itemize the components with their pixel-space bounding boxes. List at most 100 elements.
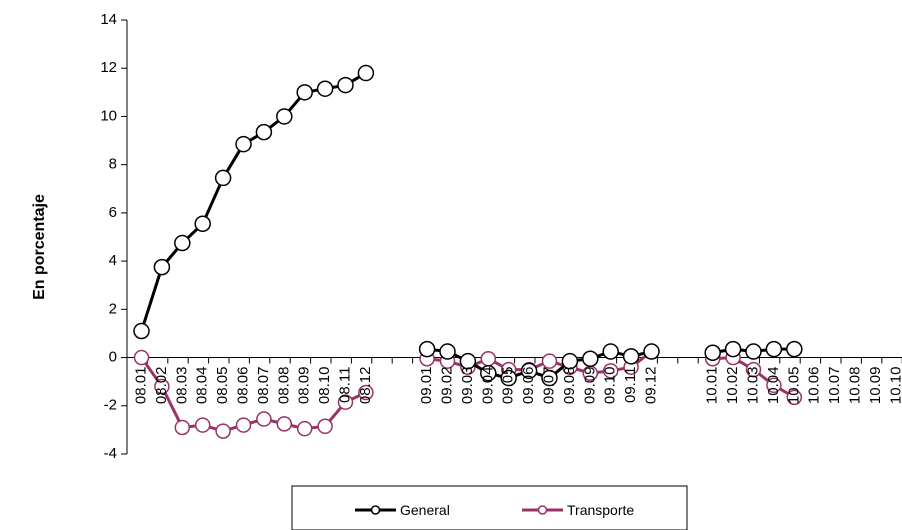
data-point-transporte — [235, 417, 252, 433]
series-line-general — [140, 71, 367, 332]
data-point-general — [235, 135, 252, 153]
data-point-transporte — [215, 423, 231, 439]
x-tick-label: 08.01 — [132, 367, 149, 405]
legend-label-general: General — [400, 502, 450, 518]
x-tick-label: 09.04 — [479, 367, 496, 405]
data-point-general — [439, 343, 456, 360]
data-point-general — [602, 343, 619, 360]
data-point-general — [480, 364, 497, 382]
data-point-general — [133, 322, 150, 340]
data-point-transporte — [133, 349, 150, 366]
x-tick-label: 09.07 — [540, 367, 557, 405]
data-point-general — [194, 215, 211, 232]
y-tick-label: 6 — [109, 204, 117, 221]
data-point-transporte — [337, 394, 354, 410]
x-tick-label: 08.02 — [153, 367, 170, 405]
x-tick-label: 09.09 — [581, 367, 598, 405]
data-point-general — [296, 84, 313, 101]
x-tick-label: 09.12 — [642, 367, 659, 405]
x-tick-label: 10.09 — [867, 367, 884, 405]
x-tick-label: 08.06 — [234, 367, 251, 405]
x-tick-label: 10.05 — [785, 367, 802, 405]
y-axis-title: En porcentaje — [31, 194, 48, 300]
data-point-general — [561, 352, 579, 370]
data-point-general — [153, 258, 171, 276]
data-point-transporte — [256, 411, 272, 427]
x-tick-label: 08.07 — [255, 367, 272, 405]
data-point-transporte — [154, 378, 170, 395]
data-point-general — [582, 350, 599, 368]
data-point-general — [459, 352, 477, 370]
x-tick-label: 10.06 — [806, 367, 823, 405]
x-tick-label: 09.10 — [602, 367, 619, 405]
y-tick-label: 4 — [109, 252, 117, 269]
x-tick-label: 08.11 — [336, 367, 353, 403]
data-point-general — [745, 343, 762, 360]
x-tick-label: 10.10 — [887, 367, 902, 405]
x-tick-label: 08.03 — [173, 367, 190, 405]
y-tick-label: -2 — [104, 397, 117, 414]
x-tick-label: 08.04 — [194, 367, 211, 405]
data-point-general — [255, 123, 273, 141]
legend-marker-transporte — [537, 505, 548, 515]
data-point-transporte — [541, 353, 558, 369]
data-point-general — [520, 362, 538, 380]
data-point-transporte — [276, 416, 293, 432]
x-tick-label: 08.12 — [357, 367, 374, 405]
data-point-transporte — [358, 384, 374, 401]
x-tick-label: 09.11 — [622, 367, 639, 403]
data-point-transporte — [317, 418, 333, 435]
x-tick-labels: 08.01 08.02 08.03 08.04 08.05 08.06 08.07 08.08… — [132, 367, 902, 405]
data-point-general — [276, 108, 293, 125]
x-tick-label: 09.05 — [500, 367, 517, 405]
y-tick-label: 2 — [109, 300, 117, 317]
series-general — [133, 64, 803, 387]
x-tick-label: 08.05 — [214, 367, 231, 405]
data-point-general — [500, 369, 517, 387]
data-point-general — [704, 344, 721, 361]
x-tick-label: 10.04 — [765, 367, 782, 405]
legend-label-transporte: Transporte — [567, 502, 634, 518]
legend: General Transporte — [291, 485, 688, 530]
data-point-general — [214, 169, 232, 187]
x-tick-label: 10.08 — [846, 367, 863, 405]
data-point-general — [765, 340, 783, 358]
x-tick-label: 09.08 — [561, 367, 578, 405]
x-tick-label: 10.01 — [704, 367, 721, 405]
y-tick-label: 8 — [109, 156, 117, 173]
data-point-transporte — [766, 377, 782, 394]
data-point-general — [786, 340, 803, 358]
x-tick-label: 09.01 — [418, 367, 435, 405]
data-point-general — [357, 64, 375, 82]
data-point-general — [622, 348, 640, 365]
x-tick-label: 10.02 — [724, 367, 741, 405]
data-point-general — [541, 369, 558, 387]
data-point-general — [724, 340, 742, 358]
legend-marker-general — [370, 505, 381, 515]
x-tick-label: 08.10 — [316, 367, 333, 405]
data-point-general — [316, 80, 334, 97]
data-point-transporte — [174, 419, 191, 436]
x-tick-label: 08.08 — [275, 367, 292, 405]
chart-series — [133, 64, 803, 439]
x-tick-label: 08.09 — [296, 367, 313, 405]
chart-axes: -4 -2 0 2 4 6 8 10 12 14 — [100, 11, 902, 462]
data-point-general — [643, 343, 660, 360]
data-point-transporte — [194, 417, 211, 433]
data-point-transporte — [296, 420, 313, 437]
y-tick-label: 10 — [100, 107, 117, 124]
y-tick-label: 14 — [100, 11, 117, 28]
data-point-general — [418, 340, 436, 358]
y-tick-label: -4 — [104, 445, 117, 462]
x-tick-label: 09.03 — [459, 367, 476, 405]
x-tick-label: 09.06 — [520, 367, 537, 405]
legend-frame — [291, 485, 688, 530]
x-tick-label: 10.03 — [744, 367, 761, 405]
x-tick-label: 09.02 — [438, 367, 455, 405]
data-point-general — [174, 234, 191, 252]
data-point-transporte — [745, 361, 762, 378]
data-point-general — [337, 76, 354, 94]
x-tick-label: 10.07 — [826, 367, 843, 405]
y-tick-label: 12 — [100, 59, 117, 76]
